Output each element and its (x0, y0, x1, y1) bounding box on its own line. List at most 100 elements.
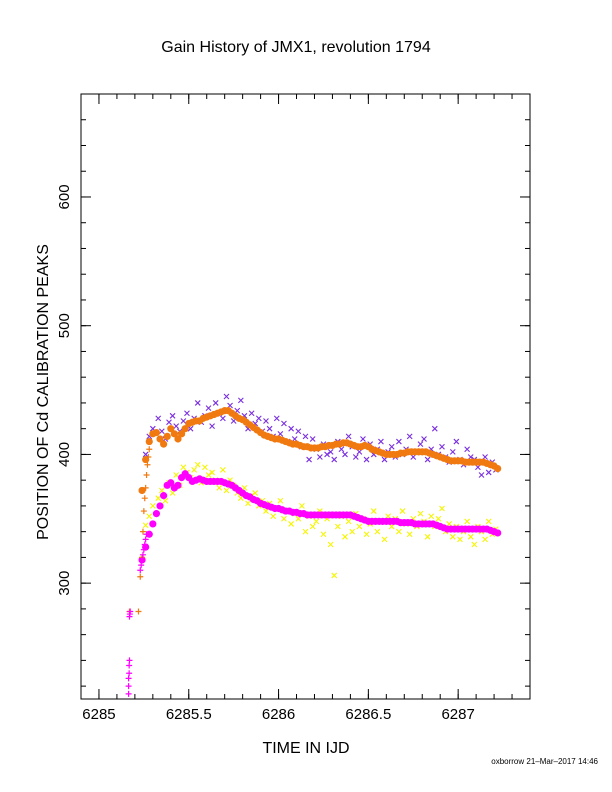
cross-point (467, 533, 474, 540)
x-tick-label: 6287 (441, 706, 474, 723)
cross-point (331, 456, 338, 463)
plus-point (127, 608, 134, 615)
fit-point (177, 430, 186, 438)
cross-point (327, 541, 334, 548)
cross-point (173, 423, 180, 429)
cross-point (378, 438, 384, 445)
cross-point (155, 495, 162, 502)
cross-point (396, 528, 402, 535)
plus-point (143, 472, 150, 479)
cross-point (421, 436, 427, 442)
cross-point (263, 418, 269, 424)
cross-point (439, 505, 445, 512)
plus-point (139, 528, 146, 535)
plus-point (138, 562, 145, 569)
cross-point (449, 533, 456, 540)
chart-title: Gain History of JMX1, revolution 1794 (161, 39, 431, 56)
fit-point (163, 432, 171, 441)
cross-point (363, 531, 370, 538)
cross-point (363, 456, 370, 463)
plus-point (140, 508, 147, 515)
cross-point (194, 461, 201, 468)
cross-point (288, 521, 295, 527)
data-layer (125, 393, 502, 697)
cross-point (277, 497, 284, 504)
cross-point (202, 464, 208, 471)
cross-point (464, 518, 471, 525)
cross-point (349, 528, 356, 535)
x-tick-label: 6286 (262, 706, 295, 723)
cross-point (302, 528, 309, 535)
cross-point (435, 515, 442, 522)
y-axis-label: POSITION OF Cd CALIBRATION PEAKS (35, 244, 52, 540)
cross-point (248, 410, 255, 417)
cross-point (424, 456, 431, 463)
plus-point (140, 546, 147, 553)
cross-point (209, 469, 215, 476)
cross-point (212, 400, 219, 406)
cross-point (149, 503, 156, 509)
cross-point (345, 518, 352, 525)
x-tick-label: 6285 (82, 706, 115, 723)
plus-point (126, 657, 133, 664)
cross-point (316, 454, 323, 460)
cross-point (334, 523, 341, 530)
cross-point (302, 433, 309, 440)
cross-point (191, 466, 198, 473)
y-tick-label: 300 (56, 571, 73, 596)
cross-point (295, 428, 302, 435)
fit-point (181, 425, 189, 433)
plus-point (139, 551, 146, 558)
cross-point (464, 446, 471, 453)
series-plus (126, 446, 153, 615)
cross-point (396, 438, 402, 445)
x-tick-label: 6285.5 (166, 706, 212, 723)
cross-point (306, 456, 312, 463)
y-tick-label: 600 (56, 184, 73, 209)
cross-point (209, 423, 215, 429)
cross-point (327, 448, 334, 455)
cross-point (205, 472, 212, 478)
cross-point (417, 510, 424, 517)
fit-point (149, 520, 157, 528)
cross-point (449, 448, 456, 455)
plus-point (143, 531, 150, 538)
fit-point (145, 437, 153, 446)
fit-point (494, 464, 502, 473)
fit-point (142, 455, 150, 464)
plus-point (126, 670, 133, 677)
footer-credit: oxborrow 21–Mar–2017 14:46 (491, 757, 598, 766)
plus-point (125, 690, 132, 697)
y-tick-label: 400 (56, 442, 73, 467)
fit-point (152, 428, 161, 437)
fit-point (494, 529, 502, 537)
y-tick-label: 500 (56, 313, 73, 338)
fit-point (160, 440, 168, 448)
cross-point (485, 518, 492, 525)
cross-point (273, 415, 280, 422)
cross-point (360, 436, 366, 442)
fit-point (170, 430, 178, 438)
plus-point (135, 608, 142, 615)
cross-point (245, 500, 251, 507)
cross-point (194, 400, 201, 406)
cross-point (356, 523, 363, 530)
cross-point (155, 415, 162, 422)
cross-point (309, 436, 316, 442)
cross-point (381, 536, 388, 543)
cross-point (223, 487, 230, 494)
cross-point (485, 469, 492, 476)
plus-point (139, 556, 146, 563)
cross-point (345, 433, 352, 440)
series-dot (138, 407, 502, 495)
fit-point (174, 435, 182, 443)
plus-point (137, 573, 144, 580)
plus-point (126, 662, 133, 669)
plus-point (145, 454, 152, 460)
cross-point (255, 415, 262, 422)
cross-point (223, 393, 230, 400)
series-dot (138, 470, 502, 564)
fit-point (156, 435, 164, 443)
cross-point (457, 536, 463, 543)
plus-point (142, 484, 149, 491)
